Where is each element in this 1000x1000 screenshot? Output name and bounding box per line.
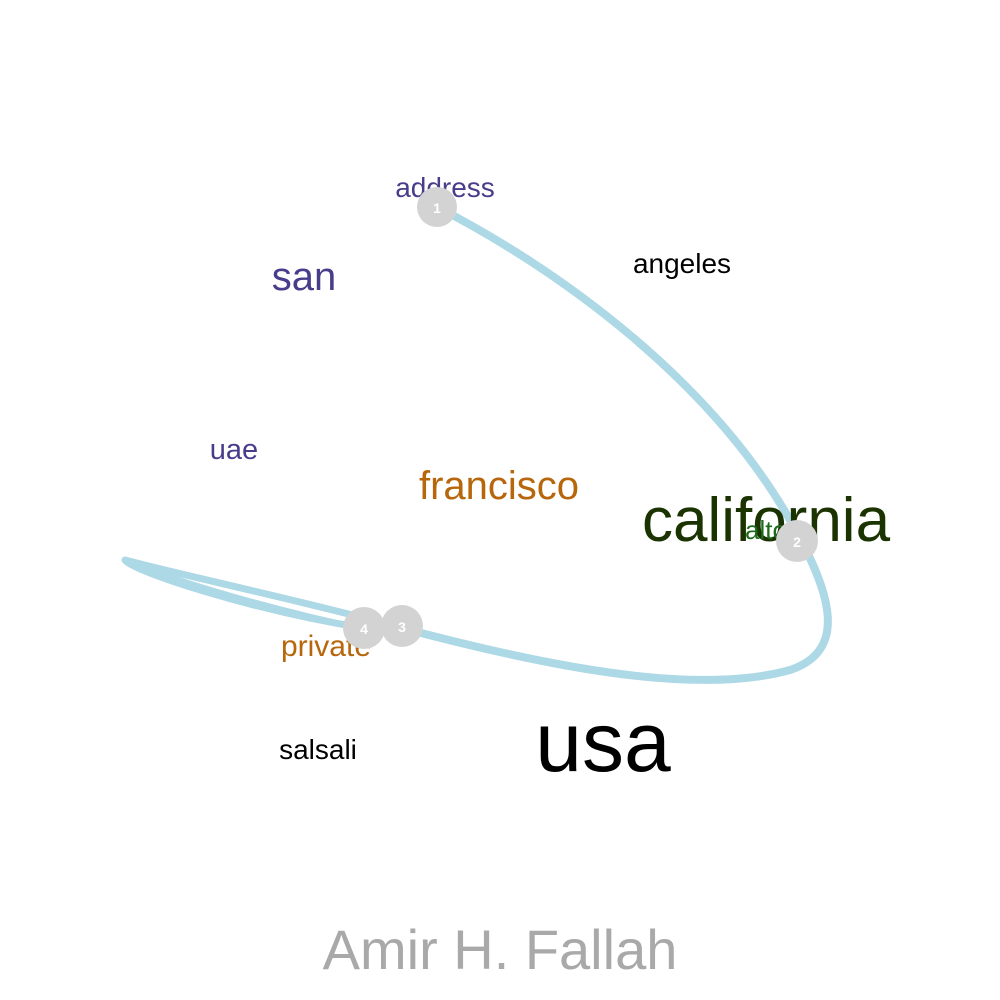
path-segment-1-2 bbox=[433, 203, 832, 674]
path-segment-return bbox=[122, 557, 373, 633]
path-segment-2-3 bbox=[398, 624, 794, 684]
path-node-3-label: 3 bbox=[398, 619, 406, 635]
path-node-1-label: 1 bbox=[433, 200, 441, 216]
path-node-4-label: 4 bbox=[360, 621, 368, 637]
path-node-2-marker bbox=[776, 520, 818, 562]
path-node-2-label: 2 bbox=[793, 534, 801, 550]
word-angeles: angeles bbox=[633, 248, 731, 279]
path-node-3: 3 bbox=[381, 605, 423, 647]
path-node-3-marker bbox=[381, 605, 423, 647]
path-trail bbox=[121, 203, 832, 684]
word-usa: usa bbox=[535, 695, 671, 789]
word-california: california bbox=[642, 486, 891, 555]
word-francisco: francisco bbox=[419, 464, 579, 508]
path-node-4-marker bbox=[343, 607, 385, 649]
path-nodes: 1 2 4 3 bbox=[343, 187, 818, 649]
word-san: san bbox=[272, 255, 337, 299]
path-node-1: 1 bbox=[417, 187, 457, 227]
path-node-2: 2 bbox=[776, 520, 818, 562]
word-salsali: salsali bbox=[279, 734, 357, 765]
path-node-4: 4 bbox=[343, 607, 385, 649]
author-credit: Amir H. Fallah bbox=[323, 918, 678, 981]
word-uae: uae bbox=[210, 434, 258, 466]
path-node-1-marker bbox=[417, 187, 457, 227]
word-cloud: address angeles san uae francisco califo… bbox=[210, 172, 891, 789]
